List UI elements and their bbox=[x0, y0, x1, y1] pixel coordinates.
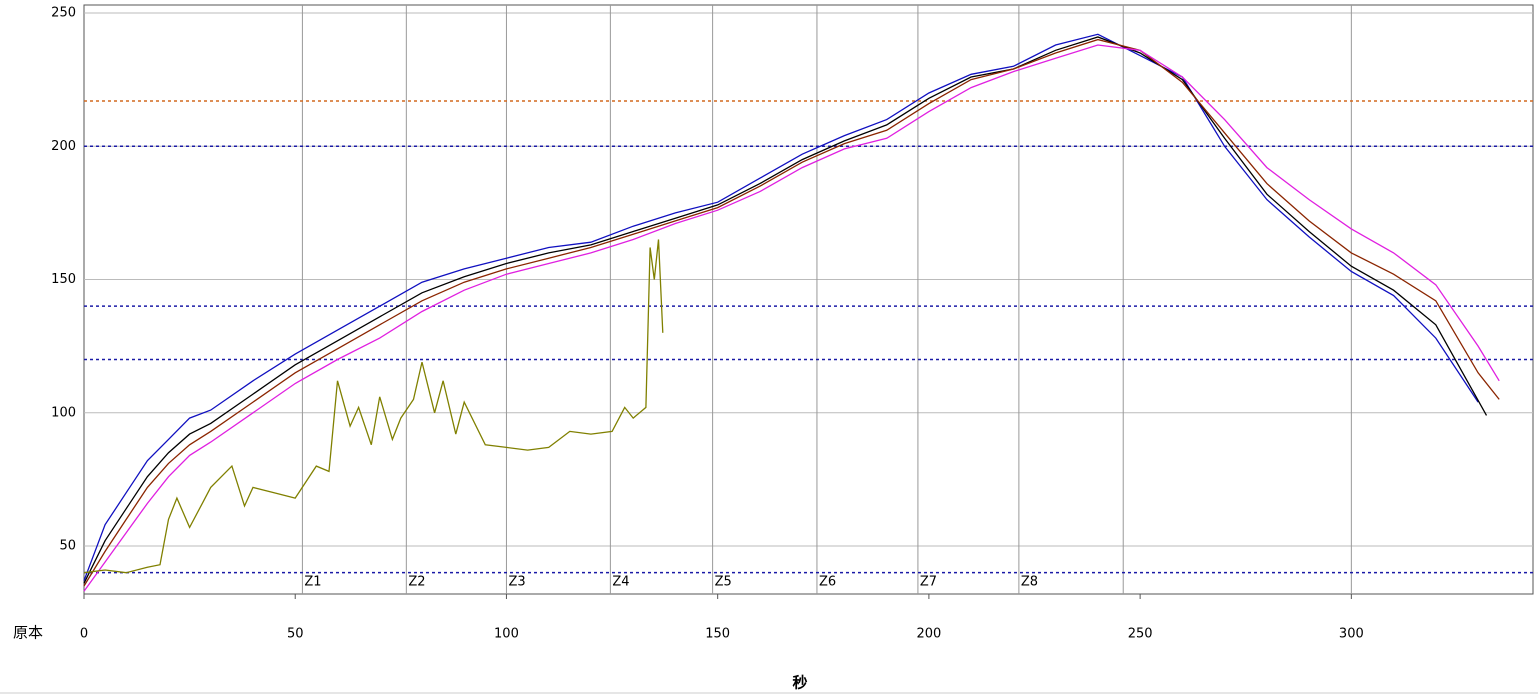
series-line bbox=[83, 33, 1479, 581]
zone-label: Z8 bbox=[1021, 575, 1038, 590]
series-line bbox=[83, 38, 1500, 587]
zone-label: Z2 bbox=[408, 575, 425, 590]
x-tick-label: 150 bbox=[705, 627, 730, 642]
y-tick-label: 200 bbox=[51, 139, 76, 154]
series-line bbox=[83, 44, 1500, 592]
y-tick-label: 100 bbox=[51, 405, 76, 420]
zone-label: Z5 bbox=[715, 575, 732, 590]
y-tick-label: 150 bbox=[51, 272, 76, 287]
series-line bbox=[83, 239, 664, 574]
x-tick-label: 100 bbox=[494, 627, 519, 642]
corner-label: 原本 bbox=[13, 624, 43, 642]
plot-frame bbox=[83, 4, 1534, 595]
x-axis-label: 秒 bbox=[792, 674, 807, 692]
zone-label: Z6 bbox=[819, 575, 836, 590]
x-tick-label: 250 bbox=[1128, 627, 1153, 642]
zone-label: Z7 bbox=[920, 575, 937, 590]
x-tick-label: 50 bbox=[287, 627, 304, 642]
y-tick-label: 50 bbox=[59, 539, 76, 554]
y-tick-label: 250 bbox=[51, 5, 76, 20]
x-tick-label: 300 bbox=[1339, 627, 1364, 642]
series-line bbox=[83, 36, 1488, 584]
x-tick-label: 200 bbox=[916, 627, 941, 642]
zone-label: Z4 bbox=[612, 575, 629, 590]
zone-label: Z1 bbox=[304, 575, 321, 590]
x-tick-label: 0 bbox=[80, 627, 88, 642]
zone-label: Z3 bbox=[508, 575, 525, 590]
